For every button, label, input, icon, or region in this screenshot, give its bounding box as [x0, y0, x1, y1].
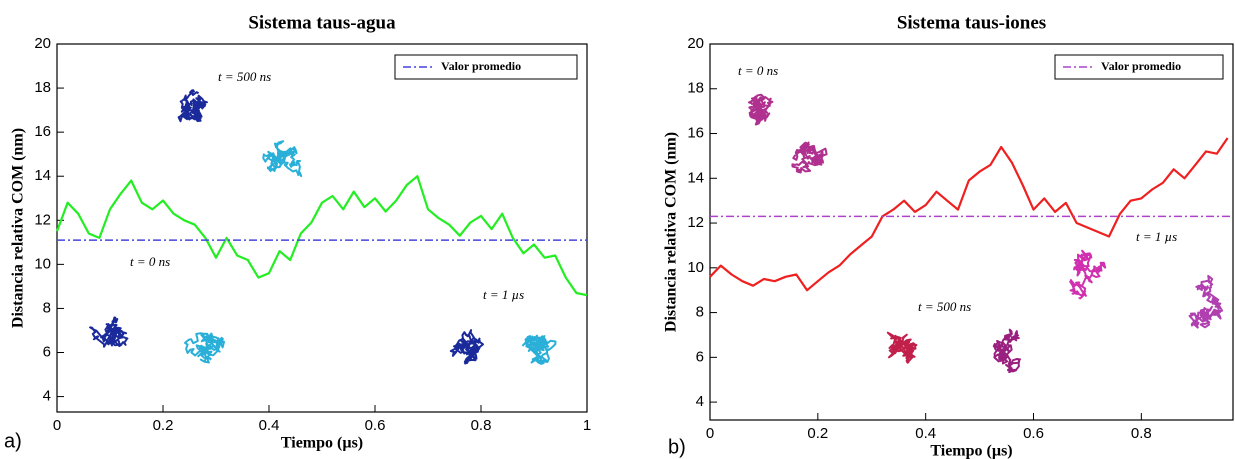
chart-title: Sistema taus-agua: [248, 12, 396, 33]
x-tick-label: 0: [706, 425, 714, 442]
panel-label: a): [4, 430, 22, 452]
protein-structure: [1188, 274, 1224, 329]
protein-structure: [449, 329, 484, 365]
x-axis-label: Tiempo (µs): [930, 443, 1012, 459]
y-tick-label: 10: [687, 259, 704, 276]
plot-frame: [709, 43, 1234, 421]
panel-label: b): [668, 436, 686, 458]
y-tick-label: 6: [43, 343, 51, 360]
y-tick-label: 18: [34, 79, 51, 96]
plot-frame: [56, 43, 588, 413]
protein-structure: [521, 334, 557, 365]
y-tick-label: 18: [687, 80, 704, 97]
x-tick-label: 0.6: [1023, 425, 1044, 442]
data-line: [55, 175, 588, 297]
protein-structure: [184, 332, 226, 364]
annotation: t = 0 ns: [738, 63, 778, 78]
y-tick-label: 4: [43, 388, 51, 405]
x-tick-label: 0.4: [915, 425, 936, 442]
protein-structure: [1069, 249, 1107, 300]
protein-structure: [748, 93, 774, 126]
protein-structure: [791, 141, 828, 174]
x-tick-label: 0.2: [153, 417, 174, 434]
y-tick-label: 16: [687, 124, 704, 141]
protein-structure: [262, 140, 303, 178]
chart-title: Sistema taus-iones: [897, 12, 1046, 33]
data-line: [709, 137, 1229, 292]
y-axis-label: Distancia relativa COM (nm): [10, 128, 27, 328]
y-tick-label: 8: [43, 299, 51, 316]
x-tick-label: 0.8: [1131, 425, 1152, 442]
y-tick-label: 12: [687, 214, 704, 231]
legend-label: Valor promedio: [441, 59, 521, 73]
y-tick-label: 16: [34, 123, 51, 140]
protein-structure: [886, 331, 918, 364]
y-tick-label: 8: [696, 304, 704, 321]
y-tick-label: 10: [34, 255, 51, 272]
annotation: t = 500 ns: [918, 299, 971, 314]
annotation: t = 500 ns: [218, 69, 271, 84]
x-tick-label: 0.2: [807, 425, 828, 442]
y-axis-label: Distancia relativa COM (nm): [663, 132, 680, 332]
y-tick-label: 14: [687, 169, 704, 186]
protein-structure: [89, 316, 129, 348]
annotation: t = 0 ns: [130, 254, 170, 269]
protein-structure: [177, 89, 208, 123]
y-tick-label: 6: [696, 348, 704, 365]
x-tick-label: 0.6: [365, 417, 386, 434]
y-tick-label: 20: [687, 35, 704, 52]
y-tick-label: 20: [34, 35, 51, 52]
x-axis-label: Tiempo (µs): [281, 435, 363, 452]
y-tick-label: 4: [696, 393, 704, 410]
legend-label: Valor promedio: [1101, 59, 1181, 73]
x-tick-label: 0: [53, 417, 61, 434]
protein-structure: [992, 328, 1021, 374]
x-tick-label: 1: [583, 417, 591, 434]
y-tick-label: 14: [34, 167, 51, 184]
annotation: t = 1 µs: [483, 287, 524, 302]
x-tick-label: 0.8: [471, 417, 492, 434]
y-tick-label: 12: [34, 211, 51, 228]
annotation: t = 1 µs: [1136, 229, 1177, 244]
x-tick-label: 0.4: [259, 417, 280, 434]
